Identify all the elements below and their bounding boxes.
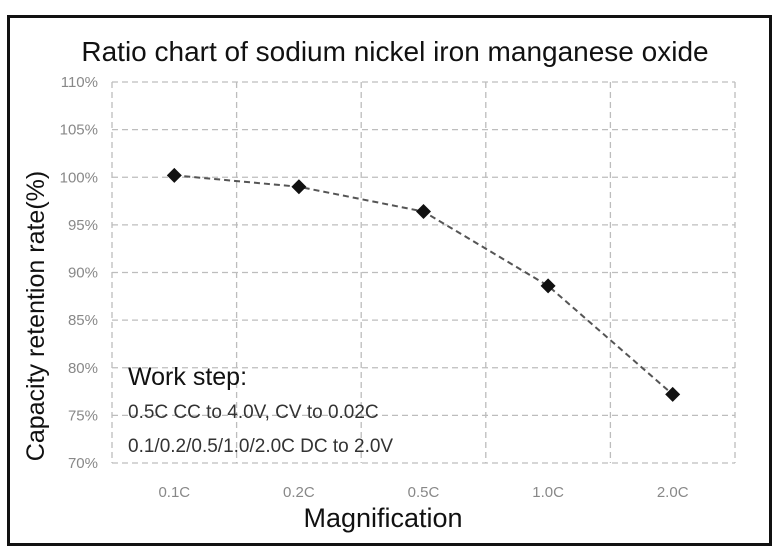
y-tick-label: 90% [68, 265, 98, 282]
chart-frame [7, 15, 772, 546]
work-step-line-1: 0.5C CC to 4.0V, CV to 0.02C [128, 402, 379, 423]
work-step-line-2: 0.1/0.2/0.5/1.0/2.0C DC to 2.0V [128, 436, 393, 457]
y-tick-label: 95% [68, 217, 98, 234]
x-tick-labels: 0.1C 0.2C 0.5C 1.0C 2.0C [158, 484, 688, 501]
y-axis-label: Capacity retention rate(%) [22, 171, 50, 461]
x-tick-label: 0.5C [408, 484, 440, 501]
data-point-marker [166, 167, 182, 183]
grid [111, 81, 736, 464]
x-tick-label: 1.0C [532, 484, 564, 501]
y-tick-label: 110% [61, 74, 98, 91]
y-tick-label: 80% [68, 360, 98, 377]
work-step-heading: Work step: [128, 363, 247, 391]
y-tick-labels: 70% 75% 80% 85% 90% 95% 100% 105% 110% [60, 74, 98, 472]
x-axis-label: Magnification [303, 503, 462, 533]
data-point-marker [416, 204, 431, 220]
work-step-annotation: Work step: 0.5C CC to 4.0V, CV to 0.02C … [128, 363, 393, 457]
y-tick-label: 105% [60, 122, 98, 139]
y-tick-label: 70% [68, 455, 98, 472]
plot-area [166, 167, 681, 402]
x-tick-label: 2.0C [657, 484, 689, 501]
y-tick-label: 75% [68, 407, 98, 424]
data-point-marker [665, 386, 681, 402]
data-point-marker [540, 278, 556, 294]
chart-title: Ratio chart of sodium nickel iron mangan… [81, 36, 708, 67]
y-tick-label: 85% [68, 312, 98, 329]
x-tick-label: 0.2C [283, 484, 315, 501]
y-tick-label: 100% [60, 169, 98, 186]
data-point-marker [291, 179, 307, 195]
x-tick-label: 0.1C [158, 484, 190, 501]
